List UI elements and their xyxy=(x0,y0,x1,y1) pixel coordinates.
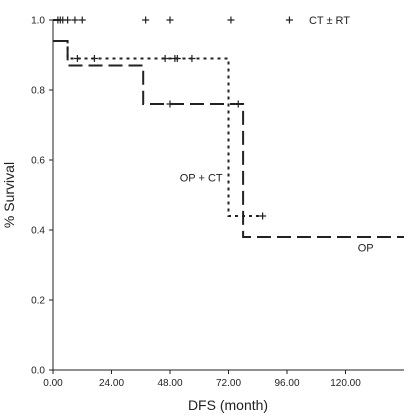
x-axis-title: DFS (month) xyxy=(188,397,268,413)
censor-mark xyxy=(78,16,86,24)
censor-mark xyxy=(142,16,150,24)
censor-mark xyxy=(259,212,267,220)
y-tick-label: 0.6 xyxy=(31,156,45,167)
censor-mark xyxy=(188,55,196,62)
censor-mark xyxy=(161,55,169,62)
survival-curve-1 xyxy=(53,40,263,217)
survival-curves xyxy=(53,19,404,238)
y-ticks: 0.0 0.2 0.4 0.6 0.8 1.0 xyxy=(31,16,53,377)
x-tick-label: 24.00 xyxy=(99,378,124,389)
x-tick-label: 72.00 xyxy=(216,378,241,389)
y-tick-label: 0.4 xyxy=(31,226,45,237)
y-tick-label: 0.2 xyxy=(31,296,45,307)
censor-mark xyxy=(73,55,81,62)
x-tick-label: 96.00 xyxy=(274,378,299,389)
censor-mark xyxy=(166,16,174,24)
x-ticks: 0.00 24.00 48.00 72.00 96.00 120.00 xyxy=(43,370,361,389)
y-axis-title: % Survival xyxy=(1,162,17,228)
censor-mark xyxy=(71,16,79,24)
censor-mark xyxy=(166,100,174,108)
curve-annotation: OP xyxy=(358,243,374,255)
censor-mark xyxy=(285,16,293,24)
censor-mark xyxy=(90,55,98,62)
censor-mark xyxy=(173,55,181,62)
y-tick-label: 0.0 xyxy=(31,366,45,377)
censor-mark xyxy=(234,100,242,108)
curve-annotation: OP + CT xyxy=(180,173,223,185)
curve-annotations: CT ± RT OP + CT OP xyxy=(180,15,374,255)
y-tick-label: 1.0 xyxy=(31,16,45,27)
survival-curve-2 xyxy=(53,40,404,238)
curve-annotation: CT ± RT xyxy=(309,15,350,27)
x-tick-label: 48.00 xyxy=(157,378,182,389)
censor-marks xyxy=(54,16,293,220)
y-tick-label: 0.8 xyxy=(31,86,45,97)
censor-mark xyxy=(227,16,235,24)
x-tick-label: 0.00 xyxy=(43,378,63,389)
censor-mark xyxy=(64,16,72,24)
x-tick-label: 120.00 xyxy=(330,378,361,389)
